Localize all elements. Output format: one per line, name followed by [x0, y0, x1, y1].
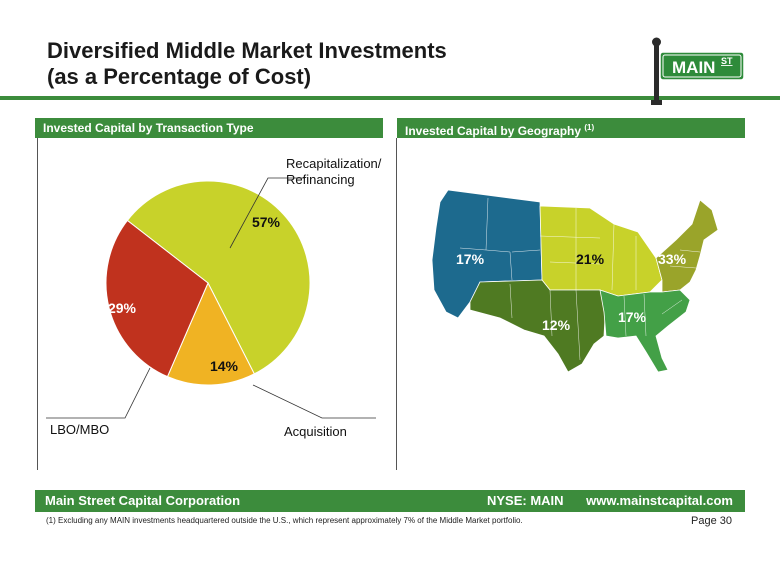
footnote: (1) Excluding any MAIN investments headq… [46, 516, 523, 525]
left-panel-border [37, 138, 38, 470]
logo-superscript: ST [721, 56, 733, 66]
geography-us-map: 17% 21% 33% 12% 17% [431, 189, 719, 373]
right-panel-border [396, 138, 397, 470]
recap-leader-line [229, 177, 305, 249]
logo-text: MAIN [672, 58, 715, 77]
lbo-callout-label: LBO/MBO [50, 422, 110, 437]
region-northeast-label: 33% [658, 251, 687, 267]
transaction-type-header-text: Invested Capital by Transaction Type [43, 121, 254, 135]
acquisition-callout-label: Acquisition [284, 424, 347, 439]
recap-callout-line1: Recapitalization/ [286, 156, 382, 171]
region-southeast-label: 17% [618, 309, 647, 325]
state-borders [459, 197, 701, 361]
region-northeast [655, 199, 719, 293]
pie-slice-recap [126, 180, 311, 375]
pie-slice-lbo [105, 219, 209, 378]
transaction-type-pie-chart: 57% 14% 29% [46, 177, 376, 419]
acquisition-leader-line [252, 384, 376, 419]
recap-callout-line2: Refinancing [286, 172, 355, 187]
pie-label-lbo: 29% [108, 300, 137, 316]
footer-website-link[interactable]: www.mainstcapital.com [586, 493, 733, 508]
lbo-leader-line [46, 367, 151, 419]
region-midwest-label: 21% [576, 251, 605, 267]
geography-header-note: (1) [584, 123, 595, 132]
recap-callout-label: Recapitalization/ Refinancing [286, 156, 381, 188]
page-title: Diversified Middle Market Investments (a… [47, 38, 447, 90]
page-number: Page 30 [691, 515, 732, 527]
page-title-line2: (as a Percentage of Cost) [47, 64, 312, 89]
pie-slice-acquisition [166, 281, 255, 386]
footer-ticker: NYSE: MAIN [487, 493, 564, 508]
pie-label-recap: 57% [252, 214, 281, 230]
region-west-label: 17% [456, 251, 485, 267]
geography-header: Invested Capital by Geography (1) [397, 118, 745, 138]
region-southeast [599, 289, 691, 373]
footer-company: Main Street Capital Corporation [45, 493, 241, 508]
geography-header-text: Invested Capital by Geography [405, 124, 582, 138]
page-title-line1: Diversified Middle Market Investments [47, 38, 447, 63]
region-southwest-label: 12% [542, 317, 571, 333]
main-street-sign-logo: MAIN ST [651, 37, 745, 105]
footer-bar: Main Street Capital Corporation NYSE: MA… [35, 490, 745, 512]
pie-label-acquisition: 14% [210, 358, 239, 374]
title-divider [0, 96, 780, 100]
transaction-type-header: Invested Capital by Transaction Type [35, 118, 383, 138]
region-southwest [469, 279, 607, 373]
